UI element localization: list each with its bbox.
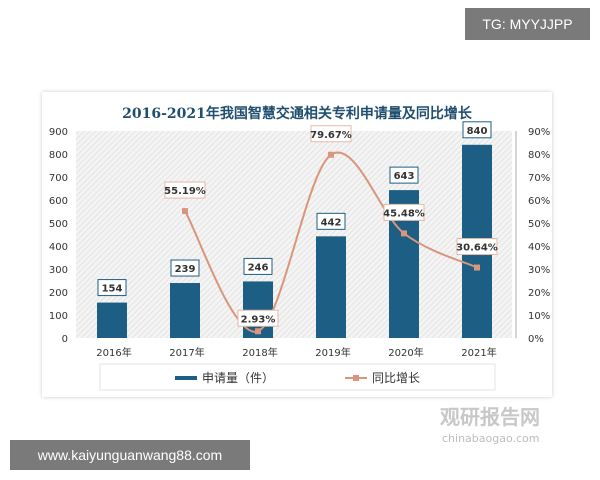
- legend-line-label: 同比增长: [372, 371, 420, 385]
- y-right-tick: 20%: [528, 288, 550, 299]
- growth-point: [328, 151, 334, 158]
- growth-label-box: [456, 238, 498, 256]
- y-right-tick: 50%: [528, 219, 550, 230]
- logo-en: chinabaogao.com: [442, 432, 540, 445]
- bar-label-box: [389, 166, 419, 184]
- x-tick: 2018年: [242, 346, 277, 359]
- y-left-tick: 400: [49, 242, 68, 253]
- y-right-tick: 0%: [528, 334, 544, 345]
- y-left-tick: 500: [49, 219, 68, 230]
- y-left-tick: 900: [49, 127, 68, 138]
- bar: [316, 236, 346, 338]
- bar-label: 442: [321, 217, 342, 228]
- watermark-top: TG: MYYJJPP: [465, 8, 590, 40]
- growth-label-box: [383, 203, 425, 221]
- x-tick: 2020年: [388, 346, 423, 359]
- y-left-tick: 700: [49, 173, 68, 184]
- y-right-tick: 60%: [528, 196, 550, 207]
- bar-label-box: [316, 212, 346, 230]
- bar-label-box: [170, 259, 200, 277]
- bar: [97, 302, 127, 338]
- growth-label-box: [164, 181, 206, 199]
- growth-label: 2.93%: [241, 314, 276, 325]
- growth-point: [474, 264, 480, 271]
- growth-point: [182, 208, 188, 215]
- y-left-tick: 0: [62, 334, 68, 345]
- growth-label: 55.19%: [164, 186, 206, 197]
- bar-label-box: [462, 121, 492, 139]
- y-right-tick: 10%: [528, 311, 550, 322]
- growth-line: [184, 151, 478, 333]
- logo-cn: 观研报告网: [440, 405, 540, 429]
- legend-bar-swatch: [175, 376, 197, 380]
- growth-point: [255, 328, 261, 335]
- y-right-tick: 70%: [528, 173, 550, 184]
- legend-bar-label: 申请量（件）: [202, 371, 274, 385]
- x-tick: 2021年: [461, 346, 496, 359]
- legend-box: [99, 363, 496, 391]
- y-right-tick: 40%: [528, 242, 550, 253]
- legend-line-marker: [353, 375, 359, 381]
- y-right-tick: 30%: [528, 265, 550, 276]
- bar-label: 154: [102, 284, 123, 295]
- y-right-tick: 80%: [528, 150, 550, 161]
- y-left-tick: 600: [49, 196, 68, 207]
- bar: [170, 283, 200, 338]
- x-tick: 2016年: [96, 346, 131, 359]
- y-left-tick: 200: [49, 288, 68, 299]
- x-tick: 2019年: [315, 346, 350, 359]
- bar-label: 246: [248, 262, 269, 273]
- growth-point: [401, 230, 407, 237]
- y-left-tick: 100: [49, 311, 68, 322]
- bar-label: 840: [467, 126, 488, 137]
- growth-label: 79.67%: [310, 130, 352, 141]
- growth-label: 45.48%: [383, 208, 425, 219]
- y-right-tick: 90%: [528, 127, 550, 138]
- y-left-tick: 300: [49, 265, 68, 276]
- watermark-bottom: www.kaiyunguanwang88.com: [10, 440, 250, 470]
- bar-label: 239: [175, 264, 196, 275]
- plot-background: [76, 131, 512, 338]
- bar-label: 643: [394, 171, 415, 182]
- chart-title: 2016-2021年我国智慧交通相关专利申请量及同比增长: [122, 105, 473, 122]
- growth-label-box: [310, 125, 352, 143]
- growth-label-box: [237, 309, 279, 327]
- x-tick: 2017年: [169, 346, 204, 359]
- y-left-tick: 800: [49, 150, 68, 161]
- bar-label-box: [97, 279, 127, 297]
- growth-label: 30.64%: [456, 243, 498, 254]
- bar-label-box: [243, 257, 273, 275]
